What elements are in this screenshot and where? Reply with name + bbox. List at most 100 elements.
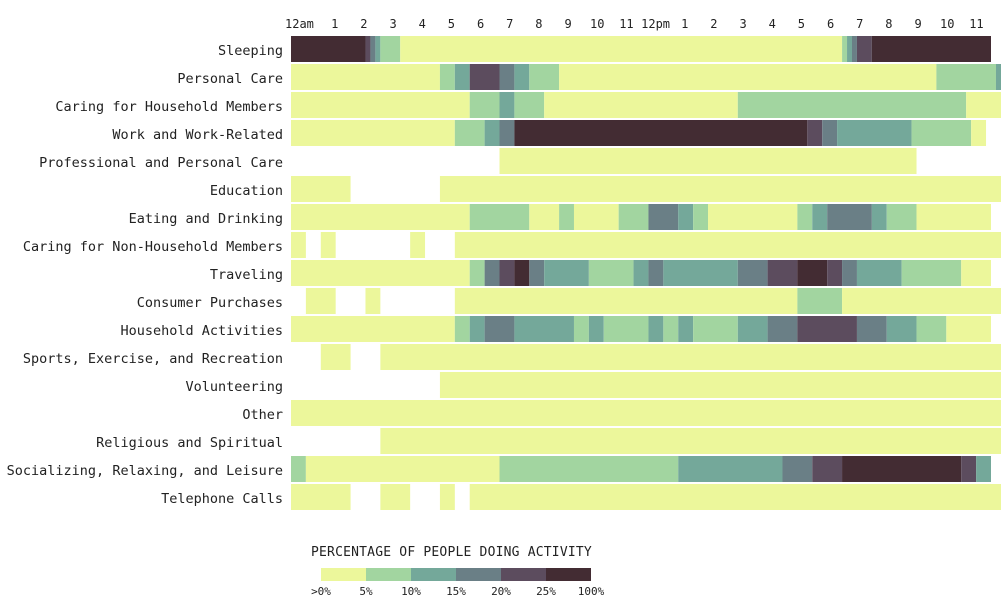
heatmap-cell — [305, 288, 336, 314]
heatmap-cell — [514, 120, 808, 146]
heatmap-cell — [911, 120, 972, 146]
heatmap-cell — [499, 148, 917, 174]
heatmap-cell — [514, 260, 530, 286]
heatmap-cell — [842, 456, 962, 482]
heatmap-cell — [410, 232, 426, 258]
row-label: Work and Work-Related — [112, 127, 283, 143]
heatmap-cell — [439, 176, 1001, 202]
row-label: Caring for Household Members — [55, 99, 283, 115]
hour-label: 11 — [969, 17, 983, 31]
heatmap-cell — [936, 64, 996, 90]
heatmap-cell — [291, 64, 440, 90]
heatmap-cell — [484, 316, 515, 342]
heatmap-cell — [648, 316, 664, 342]
heatmap-cell — [291, 232, 306, 258]
heatmap-cell — [291, 36, 366, 62]
heatmap-cell — [291, 484, 351, 510]
heatmap-cell — [827, 204, 872, 230]
heatmap-cell — [966, 92, 1001, 118]
heatmap-cell — [499, 260, 515, 286]
heatmap-cell — [484, 260, 500, 286]
legend-swatch — [321, 568, 366, 581]
heatmap-cell — [514, 92, 545, 118]
heatmap-cell — [469, 204, 530, 230]
heatmap-cell — [842, 288, 1001, 314]
heatmap-cell — [901, 260, 962, 286]
heatmap-cell — [737, 316, 768, 342]
legend-swatch — [546, 568, 591, 581]
heatmap-cell — [648, 260, 664, 286]
heatmap-cell — [499, 64, 515, 90]
legend-swatches — [321, 568, 591, 581]
heatmap-cell — [320, 232, 336, 258]
heatmap-cell — [380, 484, 411, 510]
heatmap-cell — [847, 36, 852, 62]
heatmap-cell — [737, 92, 967, 118]
hour-label: 10 — [940, 17, 954, 31]
heatmap-cell — [797, 204, 813, 230]
heatmap-cell — [693, 316, 738, 342]
heatmap-cell — [822, 120, 838, 146]
heatmap-cell — [797, 288, 843, 314]
row-label: Volunteering — [185, 379, 283, 395]
heatmap-cell — [454, 316, 470, 342]
heatmap-cell — [946, 316, 991, 342]
heatmap-cell — [916, 316, 947, 342]
hour-label: 4 — [419, 17, 426, 31]
legend-ticks: >0% 5% 10% 15% 20% 25% 100% — [311, 585, 605, 598]
row-label: Education — [210, 183, 283, 199]
heatmap-cell — [439, 372, 1001, 398]
hour-label: 3 — [389, 17, 396, 31]
row-label: Sleeping — [218, 43, 283, 59]
heatmap-cell — [871, 36, 991, 62]
heatmap-cell — [499, 120, 515, 146]
heatmap-cell — [380, 36, 401, 62]
heatmap-cell — [469, 64, 500, 90]
hour-label: 3 — [739, 17, 746, 31]
heatmap-cell — [400, 36, 843, 62]
heatmap-cell — [871, 204, 887, 230]
hour-label: 5 — [798, 17, 805, 31]
row-label: Caring for Non-Household Members — [23, 239, 283, 255]
row-label: Sports, Exercise, and Recreation — [23, 351, 283, 367]
heatmap-cell — [708, 204, 798, 230]
heatmap-cell — [573, 316, 589, 342]
heatmap-cell — [856, 316, 887, 342]
row-label: Socializing, Relaxing, and Leisure — [7, 463, 283, 479]
heatmap-cell — [380, 428, 1001, 454]
row-label: Religious and Spiritual — [96, 435, 283, 451]
hour-label: 9 — [564, 17, 571, 31]
hour-label: 7 — [506, 17, 513, 31]
heatmap-cell — [797, 260, 828, 286]
heatmap-cell — [618, 204, 649, 230]
heatmap-cell — [842, 36, 848, 62]
hour-label: 5 — [448, 17, 455, 31]
heatmap-cell — [469, 484, 1001, 510]
heatmap-cell — [961, 260, 991, 286]
hour-label: 4 — [769, 17, 776, 31]
heatmap-cell — [842, 260, 857, 286]
heatmap-cell — [514, 64, 530, 90]
heatmap-cell — [454, 120, 485, 146]
heatmap-cell — [529, 64, 560, 90]
legend-title: PERCENTAGE OF PEOPLE DOING ACTIVITY — [311, 545, 592, 560]
heatmap-cell — [886, 316, 917, 342]
hour-label: 1 — [681, 17, 688, 31]
hour-label: 1 — [331, 17, 338, 31]
heatmap-cell — [291, 400, 1001, 426]
legend-tick: 25% — [536, 585, 556, 598]
heatmap-cell — [603, 316, 649, 342]
heatmap-cells — [291, 36, 1001, 510]
heatmap-cell — [291, 120, 455, 146]
heatmap-cell — [797, 316, 857, 342]
heatmap-cell — [827, 260, 843, 286]
heatmap-cell — [499, 456, 679, 482]
heatmap-cell — [454, 288, 798, 314]
row-label: Consumer Purchases — [137, 295, 283, 311]
hour-label: 6 — [827, 17, 834, 31]
heatmap-cell — [291, 456, 306, 482]
hour-label: 9 — [914, 17, 921, 31]
heatmap-cell — [469, 316, 485, 342]
row-labels: Sleeping Personal Care Caring for Househol… — [7, 43, 283, 507]
heatmap-cell — [529, 260, 545, 286]
